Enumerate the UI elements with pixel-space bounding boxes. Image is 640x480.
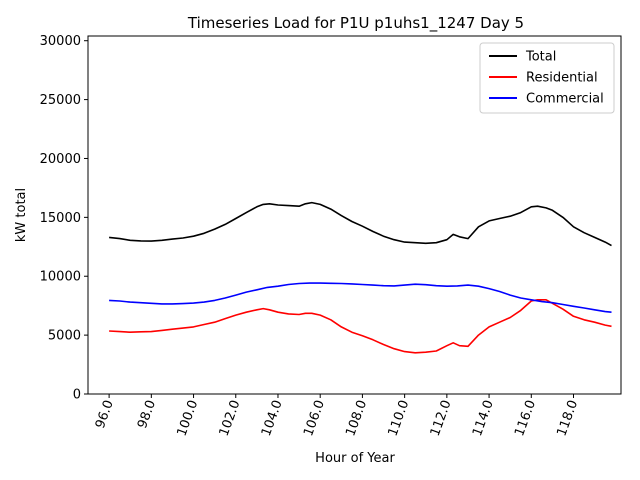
- x-tick-label: 96.0: [93, 398, 117, 430]
- y-tick-label: 0: [73, 388, 81, 403]
- legend: Total Residential Commercial: [479, 42, 615, 114]
- y-tick-label: 5000: [48, 329, 81, 344]
- y-tick-label: 15000: [40, 211, 81, 226]
- x-axis: 96.0 98.0 100.0 102.0 104.0 106.0 108.0 110.0 11…: [93, 394, 581, 438]
- y-tick-label: 30000: [40, 34, 81, 49]
- y-tick-label: 10000: [40, 270, 81, 285]
- legend-label-total: Total: [525, 50, 556, 65]
- legend-label-commercial: Commercial: [526, 92, 604, 107]
- series-layer: [109, 201, 612, 354]
- y-tick-label: 20000: [40, 152, 81, 167]
- legend-box: [479, 42, 615, 114]
- y-axis: 0 5000 10000 15000 20000 25000 30000: [40, 34, 88, 403]
- x-tick-label: 118.0: [554, 398, 581, 438]
- x-tick-label: 108.0: [343, 398, 370, 438]
- x-tick-label: 104.0: [259, 398, 286, 438]
- x-tick-label: 112.0: [428, 398, 455, 438]
- x-tick-label: 102.0: [217, 398, 244, 438]
- x-tick-label: 114.0: [470, 398, 497, 438]
- series-line-commercial: [109, 282, 612, 313]
- y-axis-title: kW total: [14, 188, 29, 242]
- x-tick-label: 98.0: [135, 398, 159, 430]
- x-axis-title: Hour of Year: [315, 451, 395, 466]
- x-tick-label: 110.0: [386, 398, 413, 438]
- chart-title: Timeseries Load for P1U p1uhs1_1247 Day …: [187, 14, 524, 33]
- x-tick-label: 100.0: [174, 398, 201, 438]
- y-tick-label: 25000: [40, 93, 81, 108]
- x-tick-label: 116.0: [512, 398, 539, 438]
- legend-label-residential: Residential: [526, 71, 598, 86]
- series-line-total: [109, 201, 612, 247]
- x-tick-label: 106.0: [301, 398, 328, 438]
